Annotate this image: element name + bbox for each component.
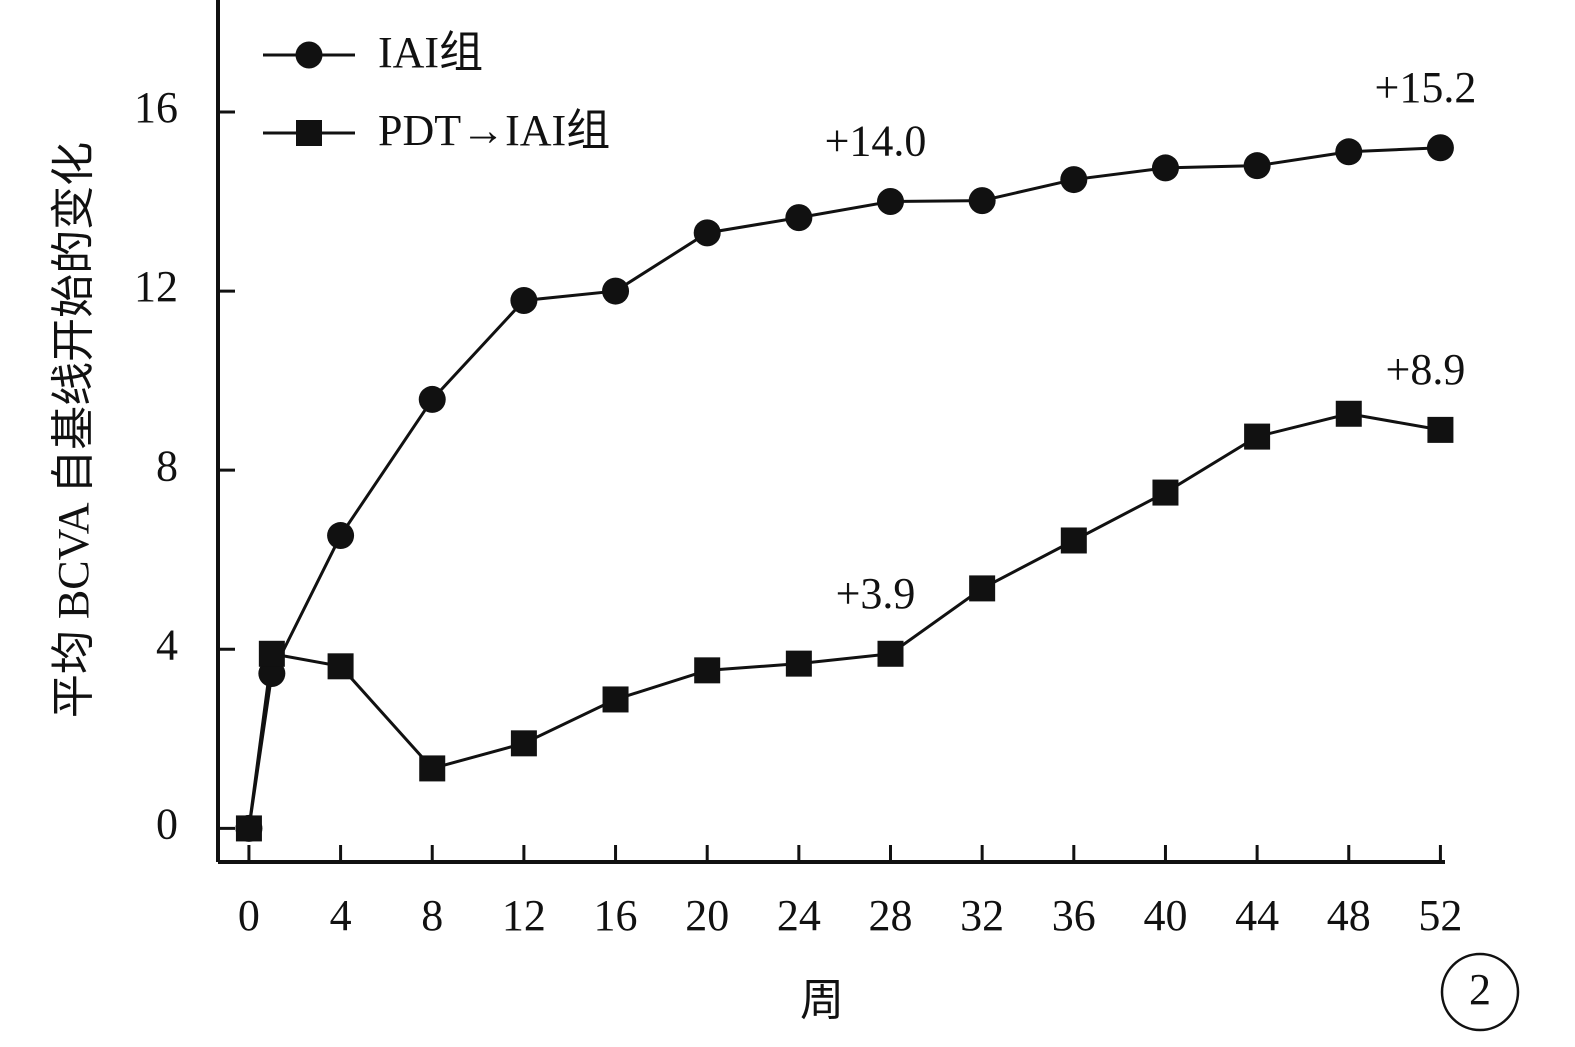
circle-marker (327, 522, 355, 550)
value-label: +3.9 (836, 569, 916, 618)
x-tick-label: 0 (238, 891, 260, 940)
square-marker (1427, 416, 1454, 443)
circle-marker (1060, 166, 1088, 194)
square-marker (235, 815, 262, 842)
square-marker (1152, 479, 1179, 506)
square-marker (419, 755, 446, 782)
circle-marker (1243, 152, 1271, 180)
y-tick-label: 0 (156, 800, 178, 849)
x-tick-label: 20 (685, 891, 729, 940)
y-tick-label: 12 (134, 262, 178, 311)
x-tick-label: 36 (1052, 891, 1096, 940)
circle-marker (1151, 154, 1179, 182)
circle-marker (877, 188, 905, 216)
x-tick-label: 12 (502, 891, 546, 940)
y-tick-label: 4 (156, 620, 178, 669)
square-marker (694, 657, 721, 684)
x-tick-label: 40 (1143, 891, 1187, 940)
x-tick-label: 32 (960, 891, 1004, 940)
circle-marker (968, 187, 996, 215)
square-marker (1060, 527, 1087, 554)
square-marker (510, 730, 537, 757)
square-marker (327, 653, 354, 680)
legend-label: PDT→IAI组 (378, 106, 610, 155)
x-tick-label: 52 (1418, 891, 1462, 940)
square-marker (1335, 400, 1362, 427)
circle-marker (602, 277, 630, 305)
series-line (247, 146, 1441, 829)
panel-label: 2 (1469, 965, 1491, 1014)
square-marker (296, 120, 322, 146)
y-tick-label: 16 (134, 83, 178, 132)
legend-label: IAI组 (378, 28, 483, 77)
circle-marker (418, 385, 446, 413)
x-tick-label: 44 (1235, 891, 1279, 940)
square-marker (785, 650, 812, 677)
value-label: +8.9 (1386, 345, 1466, 394)
circle-marker (1426, 134, 1454, 162)
square-marker (258, 640, 285, 667)
circle-marker (785, 204, 813, 232)
square-marker (877, 640, 904, 667)
circle-marker (1335, 138, 1363, 166)
square-marker (1244, 423, 1271, 450)
circle-marker (693, 219, 721, 247)
x-tick-label: 8 (421, 891, 443, 940)
circle-marker (510, 286, 538, 314)
x-tick-label: 48 (1327, 891, 1371, 940)
y-tick-label: 8 (156, 441, 178, 490)
x-tick-label: 16 (594, 891, 638, 940)
x-axis-label: 周 (800, 976, 844, 1025)
x-tick-label: 28 (869, 891, 913, 940)
value-label: +14.0 (825, 117, 927, 166)
value-label: +15.2 (1375, 63, 1477, 112)
panel-circle (1440, 952, 1520, 1032)
square-marker (602, 686, 629, 713)
circle-marker (295, 41, 323, 69)
y-axis-label: 平均 BCVA 自基线开始的变化 (49, 142, 98, 718)
x-tick-label: 24 (777, 891, 821, 940)
x-tick-label: 4 (330, 891, 352, 940)
square-marker (969, 575, 996, 602)
